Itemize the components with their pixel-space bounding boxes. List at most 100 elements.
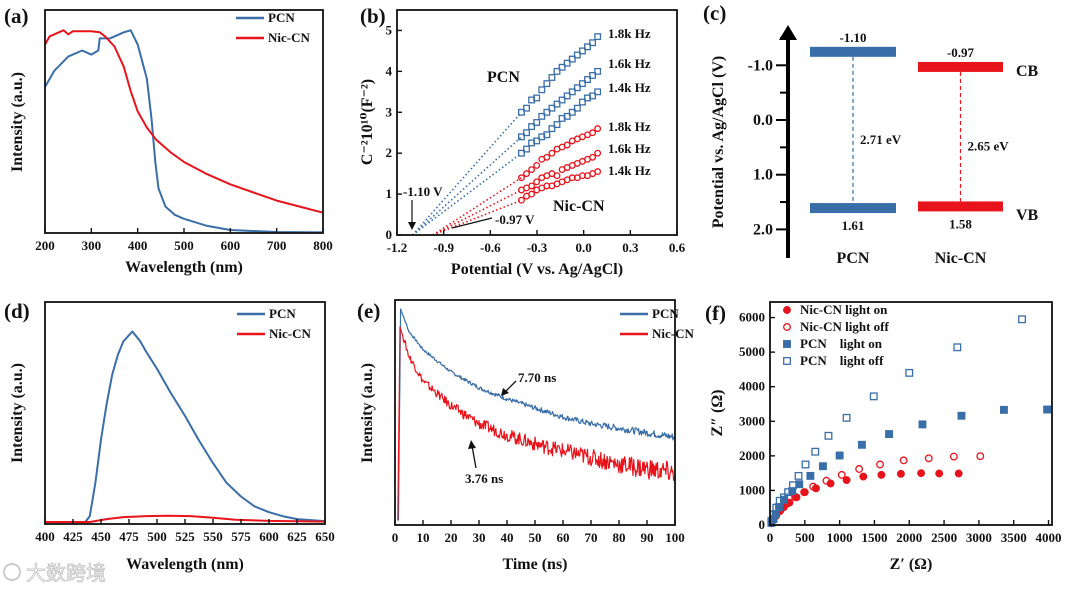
- data-point: [568, 55, 576, 63]
- x-tick-label: 500: [795, 530, 815, 545]
- conduction-band-bar: [810, 46, 896, 57]
- arrow-line: [471, 445, 477, 469]
- y-tick-label: 4: [386, 63, 393, 78]
- extrapolation-line: [411, 111, 523, 236]
- data-point: [589, 153, 597, 161]
- frequency-label: 1.8k Hz: [608, 119, 651, 134]
- data-point: [783, 323, 791, 331]
- material-name: Nic-CN: [935, 250, 987, 267]
- panel-label: (a): [4, 4, 29, 28]
- legend-label: Nic-CN: [269, 326, 311, 341]
- panel-label: (e): [357, 299, 380, 323]
- x-tick-label: 200: [35, 238, 55, 253]
- data-point: [533, 162, 541, 169]
- data-point: [859, 472, 868, 481]
- data-point: [842, 476, 851, 485]
- data-point: [594, 149, 602, 157]
- y-tick-label: 4000: [739, 379, 765, 394]
- data-point: [543, 80, 551, 88]
- x-tick-label: 475: [119, 529, 139, 544]
- x-tick-label: -0.3: [527, 240, 548, 255]
- x-tick-label: 70: [585, 530, 598, 545]
- extrapolation-line: [412, 136, 522, 236]
- series-nic-cn-1.4k-hz: [517, 168, 602, 204]
- data-point: [917, 469, 926, 478]
- data-point: [837, 470, 846, 479]
- series-line-pcn: [397, 308, 676, 521]
- data-point: [523, 170, 530, 178]
- y-tick-label: 0: [386, 227, 393, 242]
- y-tick-label: 3000: [739, 413, 765, 428]
- data-point: [573, 51, 581, 59]
- series-nic-cn-1.8k-hz: [517, 125, 602, 182]
- y-tick-label: 1000: [739, 482, 765, 497]
- data-point: [578, 47, 586, 55]
- panel-label: (b): [360, 4, 386, 28]
- data-point: [976, 452, 985, 461]
- extrapolation-line: [412, 152, 522, 236]
- data-point: [949, 452, 958, 461]
- axis-arrow-icon: [779, 25, 797, 40]
- x-tick-label: 4000: [1036, 530, 1062, 545]
- series-nic-cn-light-on: [767, 469, 963, 528]
- y-tick-label: 0.0: [753, 112, 773, 129]
- valence-band-bar: [918, 201, 1003, 212]
- x-tick-label: 2500: [931, 530, 957, 545]
- x-tick-label: 800: [313, 238, 333, 253]
- data-point: [779, 493, 788, 502]
- data-point: [876, 460, 884, 469]
- data-point: [594, 125, 602, 133]
- x-tick-label: 500: [147, 529, 167, 544]
- y-tick-label: 5000: [739, 344, 765, 359]
- x-axis-label: Wavelength (nm): [125, 259, 243, 276]
- data-point: [578, 80, 586, 88]
- series-pcn-light-on: [767, 405, 1052, 527]
- series-pcn-1.4k-hz: [517, 88, 602, 157]
- cb-label: CB: [1016, 63, 1039, 80]
- data-point: [563, 112, 571, 120]
- data-point: [1018, 315, 1027, 324]
- x-tick-label: 10: [417, 530, 430, 545]
- data-point: [957, 411, 966, 420]
- x-tick-label: -0.9: [433, 240, 454, 255]
- series-nic-cn-1.6k-hz: [517, 149, 602, 194]
- x-tick-label: 2000: [896, 530, 922, 545]
- data-point: [1043, 405, 1052, 414]
- data-point: [589, 129, 597, 137]
- legend-label: PCN light on: [800, 336, 883, 351]
- y-axis-label: Potential vs. Ag/AgCl (V): [710, 56, 727, 228]
- data-point: [783, 340, 791, 348]
- data-point: [528, 123, 536, 131]
- data-point: [885, 430, 894, 439]
- x-tick-label: 0.3: [622, 240, 639, 255]
- data-point: [824, 431, 833, 440]
- legend-label: PCN: [268, 10, 295, 25]
- data-point: [543, 108, 551, 116]
- x-tick-label: 3000: [966, 530, 992, 545]
- watermark: 大数跨境: [3, 561, 106, 585]
- y-tick-label: 2.0: [753, 221, 773, 238]
- data-point: [517, 149, 525, 157]
- x-axis-label: Time (ns): [502, 556, 567, 573]
- series-line-pcn: [44, 29, 324, 234]
- x-tick-label: 0.0: [576, 240, 592, 255]
- x-tick-label: -0.6: [480, 240, 501, 255]
- data-point: [538, 86, 546, 94]
- x-tick-label: 60: [557, 530, 570, 545]
- series-line-nic-cn: [397, 326, 676, 521]
- legend-label: Nic-CN: [652, 326, 694, 341]
- data-point: [954, 469, 963, 478]
- series-pcn-1.6k-hz: [517, 67, 602, 141]
- y-axis-label: Z″ (Ω): [709, 390, 726, 437]
- cb-value: -1.10: [839, 30, 866, 45]
- x-tick-label: 100: [665, 530, 685, 545]
- data-point: [568, 108, 576, 116]
- x-tick-label: 625: [287, 529, 307, 544]
- x-tick-label: 300: [82, 238, 102, 253]
- x-axis-label: Potential (V vs. Ag/AgCl): [451, 261, 623, 278]
- y-tick-label: 0: [759, 517, 766, 532]
- data-point: [896, 469, 905, 478]
- data-point: [877, 470, 886, 479]
- band-nic-cn: -0.97 1.58 2.65 eV Nic-CN: [918, 45, 1009, 267]
- data-point: [594, 88, 602, 96]
